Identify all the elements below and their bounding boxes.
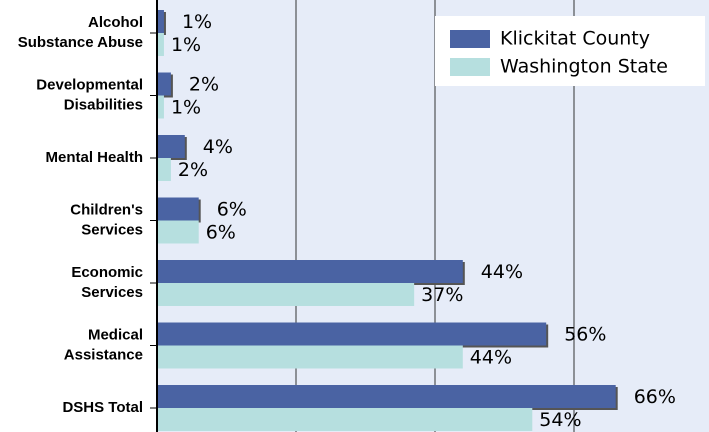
value-label: 6% [217, 199, 247, 221]
value-label: 66% [634, 386, 676, 408]
bar [157, 135, 185, 158]
value-label: 44% [470, 347, 512, 369]
value-label: 1% [171, 97, 201, 119]
bar [157, 283, 415, 306]
bar [157, 345, 463, 369]
value-label: 4% [203, 136, 233, 158]
value-label: 1% [171, 34, 201, 56]
bar [157, 197, 199, 221]
legend-label: Klickitat County [500, 28, 650, 50]
bar [157, 33, 164, 56]
value-label: 56% [564, 324, 606, 346]
bar [157, 408, 533, 431]
legend-swatch [450, 58, 490, 76]
legend-swatch [450, 30, 490, 48]
value-label: 2% [189, 74, 219, 96]
legend-label: Washington State [500, 56, 668, 78]
value-label: 6% [206, 222, 236, 244]
y-tick-label: Services [81, 221, 143, 238]
bar [157, 95, 164, 119]
bar [157, 220, 199, 244]
y-tick-label: Children's [70, 201, 143, 218]
y-tick-label: Assistance [64, 346, 143, 363]
value-label: 37% [421, 284, 463, 306]
y-tick-label: Services [81, 284, 143, 301]
y-tick-label: Disabilities [64, 96, 143, 113]
value-label: 2% [178, 159, 208, 181]
value-label: 54% [539, 409, 581, 431]
y-tick-label: Substance Abuse [18, 34, 143, 51]
bar [157, 260, 463, 283]
bar [157, 72, 171, 96]
y-tick-label: Alcohol [88, 14, 143, 31]
y-tick-label: Developmental [36, 76, 143, 93]
bar [157, 158, 171, 181]
value-label: 44% [481, 261, 523, 283]
y-tick-label: DSHS Total [62, 399, 143, 416]
y-tick-label: Medical [88, 326, 143, 343]
y-tick-label: Mental Health [45, 149, 143, 166]
bar [157, 322, 547, 346]
bar [157, 10, 164, 33]
y-tick-label: Economic [71, 264, 143, 281]
value-label: 1% [182, 11, 212, 33]
bar [157, 385, 616, 408]
